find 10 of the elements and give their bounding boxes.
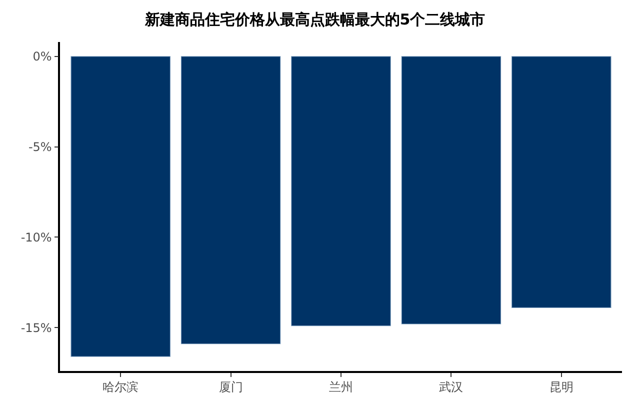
x-tick-label: 武汉: [439, 380, 464, 394]
y-tick-label: -15%: [20, 320, 52, 335]
y-tick-label: -10%: [20, 230, 52, 244]
x-tick-label: 兰州: [329, 380, 353, 394]
y-tick-label: 0%: [32, 50, 52, 64]
y-tick-label: -5%: [28, 140, 52, 154]
chart-title: 新建商品住宅价格从最高点跌幅最大的5个二线城市: [144, 10, 486, 29]
x-tick-label: 厦门: [218, 380, 243, 394]
x-tick-label: 昆明: [549, 380, 574, 394]
x-tick-label: 哈尔滨: [102, 380, 139, 394]
